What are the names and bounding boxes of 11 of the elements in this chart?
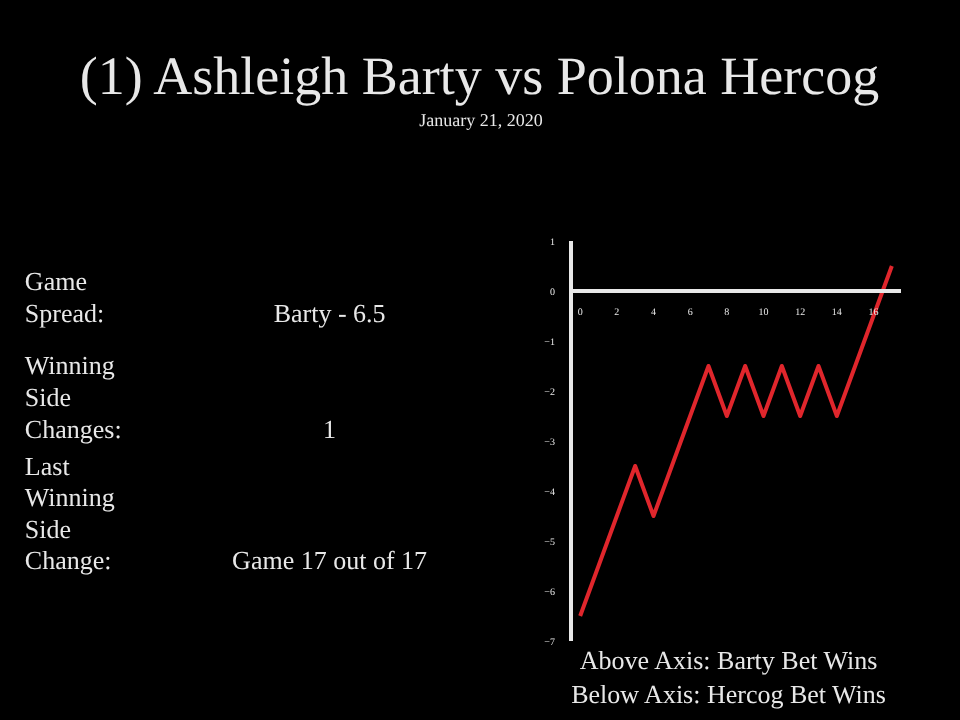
text: Game Spread: [24,266,105,328]
text: Barty - 6.5 [273,297,386,328]
text: Game 17 out of 17 [232,545,429,576]
line-series [578,264,894,618]
text: 1 [323,413,337,444]
text: Below Axis: Hercog Bet Wins [571,679,886,709]
text: Above Axis: Barty Bet Wins [579,645,878,675]
text: January 21, 2020 [419,109,544,130]
text: (1) Ashleigh Barty vs Polona Hercog [79,46,880,107]
text: Winning Side Changes: [24,350,122,444]
text: Last Winning Side Change: [24,450,116,576]
